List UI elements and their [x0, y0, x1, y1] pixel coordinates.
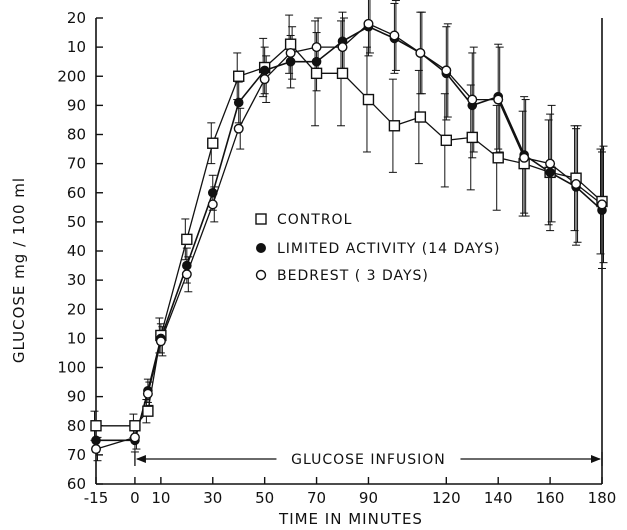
bedrest-point — [285, 47, 296, 58]
control-point — [142, 405, 154, 417]
bedrest-point — [129, 432, 140, 443]
series-markers — [90, 18, 608, 455]
x-tick-label: 0 — [130, 489, 140, 507]
control-point — [90, 420, 102, 432]
series-lines — [95, 23, 603, 450]
bedrest-point — [467, 94, 478, 105]
bedrest-point — [90, 444, 101, 455]
x-tick-label: 30 — [203, 489, 222, 507]
control-point — [129, 420, 141, 432]
bedrest-point — [142, 388, 153, 399]
x-tick-label: -15 — [84, 489, 109, 507]
bedrest-point — [363, 18, 374, 29]
y-tick-label: 90 — [67, 96, 86, 114]
y-tick-label: 70 — [67, 446, 86, 464]
x-tick-label: 180 — [588, 489, 617, 507]
legend-bedrest-open-circle-icon — [255, 269, 267, 281]
y-tick-label: 100 — [57, 359, 86, 377]
y-tick-label: 20 — [67, 9, 86, 27]
bedrest-point — [389, 30, 400, 41]
y-tick-label: 40 — [67, 242, 86, 260]
series-line-3 — [95, 23, 603, 450]
y-tick-label: 70 — [67, 155, 86, 173]
x-tick-label: 140 — [484, 489, 513, 507]
control-point — [233, 70, 245, 82]
bedrest-point — [259, 74, 270, 85]
bedrest-point — [155, 336, 166, 347]
control-point — [440, 134, 453, 147]
limited-activity-point — [259, 65, 270, 76]
limited-activity-point — [285, 56, 296, 67]
limited-activity-point — [207, 187, 218, 198]
bedrest-point — [337, 42, 348, 53]
infusion-arrowhead-left — [135, 455, 146, 463]
limited-activity-point — [182, 260, 192, 271]
bedrest-point — [207, 199, 218, 210]
legend-bedrest-label: BEDREST ( 3 DAYS) — [277, 268, 429, 284]
limited-activity-point — [311, 56, 322, 67]
x-tick-label: 90 — [359, 489, 378, 507]
control-point — [492, 152, 504, 164]
bedrest-point — [519, 152, 530, 163]
y-axis-title: GLUCOSE mg / 100 ml — [10, 177, 28, 363]
x-tick-label: 120 — [432, 489, 461, 507]
y-tick-label: 10 — [67, 38, 86, 56]
y-tick-label: 80 — [67, 417, 86, 435]
control-point — [284, 38, 297, 50]
control-point — [388, 120, 401, 132]
legend-control-label: CONTROL — [277, 212, 352, 228]
control-point — [310, 67, 323, 80]
y-tick-label: 10 — [67, 329, 86, 347]
control-point — [207, 137, 219, 149]
limited-activity-point — [233, 97, 244, 108]
x-tick-label: 10 — [151, 489, 170, 507]
legend-limited-filled-circle-icon — [256, 243, 266, 253]
infusion-arrowhead-right — [591, 455, 601, 463]
bedrest-point — [441, 65, 452, 76]
y-tick-label: 20 — [67, 300, 86, 318]
legend-limited-label: LIMITED ACTIVITY (14 DAYS) — [277, 241, 500, 257]
control-point — [414, 111, 427, 123]
legend: CONTROL LIMITED ACTIVITY (14 DAYS) BEDRE… — [255, 212, 500, 284]
x-tick-label: 70 — [307, 489, 326, 507]
bedrest-point — [233, 123, 244, 134]
y-tick-label: 60 — [67, 475, 86, 493]
y-tick-label: 30 — [67, 271, 86, 289]
y-axis-ticks: 60 70 80 90 100 10 20 30 40 50 60 70 80 90 200 10 20 — [57, 9, 103, 493]
bedrest-point — [311, 42, 322, 53]
bedrest-point — [181, 269, 192, 280]
bedrest-point — [415, 47, 426, 58]
legend-control-square-icon — [255, 213, 267, 225]
control-point — [181, 233, 193, 246]
y-tick-label: 80 — [67, 126, 86, 144]
control-point — [336, 67, 349, 80]
y-tick-label: 50 — [67, 213, 86, 231]
bedrest-point — [493, 94, 504, 105]
limited-activity-point — [91, 435, 101, 446]
bedrest-point — [545, 158, 556, 169]
series-line-2 — [96, 25, 603, 442]
error-bars — [90, 0, 608, 462]
x-axis-title: TIME IN MINUTES — [278, 510, 423, 528]
y-tick-label: 90 — [67, 388, 86, 406]
x-tick-label: 160 — [536, 489, 565, 507]
y-tick-label: 60 — [67, 184, 86, 202]
control-point — [362, 93, 375, 106]
y-tick-label: 200 — [57, 67, 86, 85]
x-axis-ticks: -15 0 10 30 50 70 90 120 140 160 180 — [84, 477, 617, 507]
bedrest-point — [571, 179, 582, 190]
limited-activity-point — [545, 167, 555, 178]
x-tick-label: 50 — [255, 489, 274, 507]
infusion-label: GLUCOSE INFUSION — [291, 452, 446, 468]
control-point — [466, 131, 478, 144]
bedrest-point — [597, 199, 608, 210]
infusion-annotation: GLUCOSE INFUSION — [134, 452, 603, 468]
